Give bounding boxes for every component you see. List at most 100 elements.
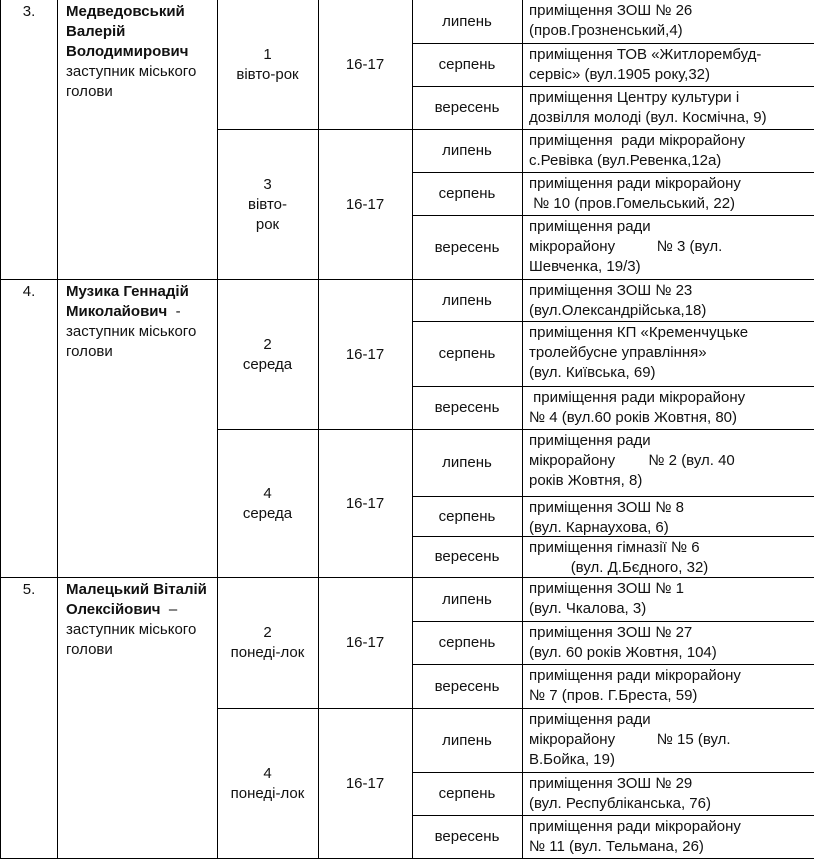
month-cell: липень <box>412 577 523 622</box>
month-cell: вересень <box>412 664 523 709</box>
month-text: вересень <box>434 828 500 845</box>
month-text: липень <box>442 12 492 30</box>
reception-day-text: 4 середа <box>242 484 293 522</box>
month-text: серпень <box>438 785 496 802</box>
month-cell: серпень <box>412 772 523 816</box>
place-cell: приміщення ЗОШ № 27 (вул. 60 років Жовтн… <box>522 621 814 665</box>
month-text: липень <box>442 590 492 608</box>
place-cell: приміщення ЗОШ № 29 (вул. Республіканськ… <box>522 772 814 816</box>
reception-day: 4 середа <box>217 429 319 578</box>
month-text: вересень <box>434 548 500 565</box>
month-cell: липень <box>412 429 523 497</box>
month-text: липень <box>442 454 492 471</box>
month-cell: серпень <box>412 496 523 537</box>
reception-time: 16-17 <box>318 429 413 578</box>
month-cell: вересень <box>412 536 523 578</box>
reception-time: 16-17 <box>318 577 413 709</box>
place-cell: приміщення ЗОШ № 1 (вул. Чкалова, 3) <box>522 577 814 622</box>
place-cell: приміщення ради мікрорайону № 3 (вул. Ше… <box>522 215 814 280</box>
section-number: 4. <box>0 279 58 578</box>
month-cell: вересень <box>412 815 523 859</box>
place-text: приміщення ЗОШ № 8 (вул. Карнаухова, 6) <box>529 499 684 536</box>
official-name: Малецький Віталій Олексійович <box>66 581 212 618</box>
month-cell: серпень <box>412 321 523 387</box>
month-cell: липень <box>412 0 523 44</box>
month-cell: липень <box>412 279 523 322</box>
place-cell: приміщення ЗОШ № 8 (вул. Карнаухова, 6) <box>522 496 814 537</box>
month-text: серпень <box>438 507 496 525</box>
place-text: приміщення ради мікрорайону № 3 (вул. Ше… <box>529 218 723 275</box>
official-cell: Малецький Віталій Олексійович – заступни… <box>57 577 218 859</box>
place-cell: приміщення ЗОШ № 23 (вул.Олександрійська… <box>522 279 814 322</box>
reception-day: 2 середа <box>217 279 319 430</box>
section-number-text: 5. <box>22 581 36 598</box>
place-text: приміщення Центру культури і дозвілля мо… <box>529 89 767 126</box>
reception-time-text: 16-17 <box>345 634 385 651</box>
reception-day: 4 понеді-лок <box>217 708 319 859</box>
place-cell: приміщення ТОВ «Житлорембуд- сервіс» (ву… <box>522 43 814 87</box>
month-text: липень <box>442 731 492 749</box>
official-position: - заступник міського голови <box>66 303 201 360</box>
place-cell: приміщення КП «Кременчуцьке тролейбусне … <box>522 321 814 387</box>
reception-day: 3 вівто- рок <box>217 129 319 280</box>
month-text: серпень <box>438 56 496 73</box>
place-cell: приміщення Центру культури і дозвілля мо… <box>522 86 814 130</box>
reception-time: 16-17 <box>318 279 413 430</box>
section-number-text: 3. <box>22 3 36 20</box>
month-text: липень <box>442 142 492 159</box>
month-cell: вересень <box>412 86 523 130</box>
reception-day: 2 понеді-лок <box>217 577 319 709</box>
reception-time: 16-17 <box>318 708 413 859</box>
place-text: приміщення ЗОШ № 1 (вул. Чкалова, 3) <box>529 580 684 617</box>
month-text: серпень <box>438 634 496 651</box>
reception-time: 16-17 <box>318 0 413 130</box>
reception-time-text: 16-17 <box>345 55 385 73</box>
month-cell: серпень <box>412 43 523 87</box>
place-text: приміщення ради мікрорайону № 15 (вул. В… <box>529 711 731 768</box>
place-text: приміщення ради мікрорайону № 11 (вул. Т… <box>529 818 741 855</box>
month-text: серпень <box>438 345 496 362</box>
month-text: серпень <box>438 185 496 202</box>
reception-day-text: 2 середа <box>242 335 293 373</box>
place-cell: приміщення ради мікрорайону № 11 (вул. Т… <box>522 815 814 859</box>
month-cell: серпень <box>412 172 523 216</box>
official-cell: Медведовський Валерій Володимирович заст… <box>57 0 218 280</box>
month-text: вересень <box>434 99 500 116</box>
official-name: Музика Геннадій Миколайович <box>66 283 193 320</box>
section-number: 3. <box>0 0 58 280</box>
place-text: приміщення ради мікрорайону № 4 (вул.60 … <box>529 389 746 426</box>
reception-time: 16-17 <box>318 129 413 280</box>
month-cell: липень <box>412 708 523 773</box>
place-text: приміщення гімназії № 6 (вул. Д.Бєдного,… <box>529 539 709 576</box>
official-position: заступник міського голови <box>66 63 201 100</box>
place-text: приміщення ЗОШ № 29 (вул. Республіканськ… <box>529 775 711 812</box>
reception-day-text: 1 вівто-рок <box>236 45 299 83</box>
place-text: приміщення ЗОШ № 27 (вул. 60 років Жовтн… <box>529 624 717 661</box>
place-cell: приміщення ради мікрорайону № 15 (вул. В… <box>522 708 814 773</box>
section-number-text: 4. <box>22 283 36 300</box>
month-cell: серпень <box>412 621 523 665</box>
place-text: приміщення ради мікрорайону № 10 (пров.Г… <box>529 175 741 212</box>
place-cell: приміщення ЗОШ № 26 (пров.Грозненський,4… <box>522 0 814 44</box>
place-text: приміщення КП «Кременчуцьке тролейбусне … <box>529 324 749 381</box>
place-text: приміщення ради мікрорайону № 2 (вул. 40… <box>529 432 735 489</box>
place-text: приміщення ЗОШ № 26 (пров.Грозненський,4… <box>529 2 693 39</box>
place-text: приміщення ради мікрорайону с.Ревівка (в… <box>529 132 746 169</box>
place-cell: приміщення гімназії № 6 (вул. Д.Бєдного,… <box>522 536 814 578</box>
place-cell: приміщення ради мікрорайону № 7 (пров. Г… <box>522 664 814 709</box>
month-text: вересень <box>434 238 500 256</box>
official-name: Медведовський Валерій Володимирович <box>66 3 189 60</box>
place-text: приміщення ТОВ «Житлорембуд- сервіс» (ву… <box>529 46 762 83</box>
month-text: вересень <box>434 677 500 695</box>
official-position: – заступник міського голови <box>66 601 201 658</box>
month-text: липень <box>442 291 492 309</box>
official-cell: Музика Геннадій Миколайович - заступник … <box>57 279 218 578</box>
reception-day: 1 вівто-рок <box>217 0 319 130</box>
month-cell: вересень <box>412 215 523 280</box>
month-text: вересень <box>434 399 500 416</box>
reception-time-text: 16-17 <box>345 345 385 363</box>
reception-time-text: 16-17 <box>345 494 385 512</box>
section-number: 5. <box>0 577 58 859</box>
reception-day-text: 4 понеді-лок <box>230 764 305 802</box>
reception-time-text: 16-17 <box>345 195 385 213</box>
